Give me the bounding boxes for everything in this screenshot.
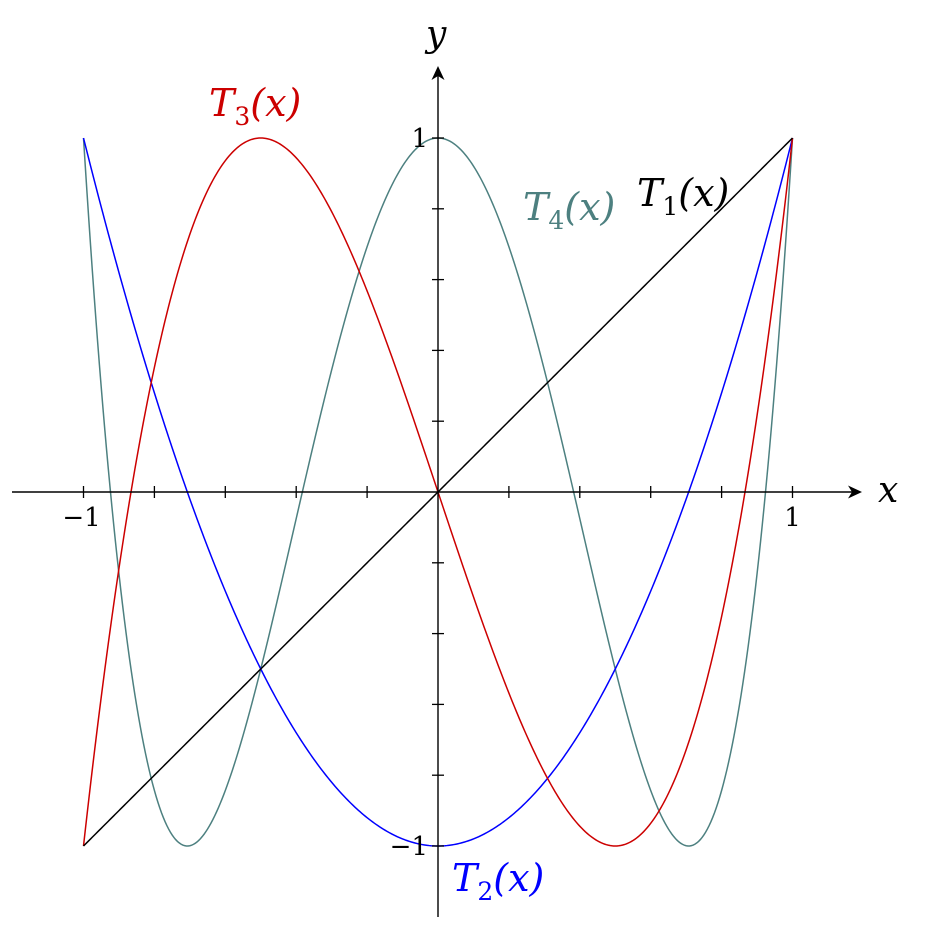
curve-label-t2-arg: (x): [493, 856, 544, 900]
curve-label-t2-main: T: [452, 856, 480, 900]
curve-label-t3-main: T: [209, 81, 237, 125]
curve-label-t1-arg: (x): [678, 171, 729, 215]
curve-label-t3: T3(x): [209, 81, 301, 131]
y-axis-label: y: [424, 14, 447, 55]
y-axis-arrow-icon: [431, 66, 445, 80]
curve-label-t2: T2(x): [452, 856, 544, 906]
y-tick-label: −1: [390, 832, 428, 862]
axes-layer: x y: [12, 14, 898, 917]
y-tick-label: 1: [411, 124, 428, 154]
curve-label-t4: T4(x): [523, 185, 615, 235]
ticks-layer: −1 1 −1 1: [62, 124, 800, 862]
x-axis-arrow-icon: [848, 485, 862, 499]
curve-label-t1-sub: 1: [662, 192, 678, 221]
curve-label-t4-sub: 4: [548, 206, 564, 235]
x-tick-label: 1: [784, 503, 801, 533]
x-tick-label: −1: [62, 503, 100, 533]
curve-label-t3-sub: 3: [234, 102, 250, 131]
curve-label-t1: T1(x): [637, 171, 729, 221]
curve-label-t3-arg: (x): [250, 81, 301, 125]
x-axis-label: x: [878, 470, 898, 511]
curve-labels-layer: T3(x) T4(x) T1(x) T2(x): [209, 81, 729, 906]
curve-label-t4-main: T: [523, 185, 551, 229]
curve-label-t1-main: T: [637, 171, 665, 215]
curve-label-t2-sub: 2: [477, 877, 493, 906]
curve-label-t4-arg: (x): [564, 185, 615, 229]
